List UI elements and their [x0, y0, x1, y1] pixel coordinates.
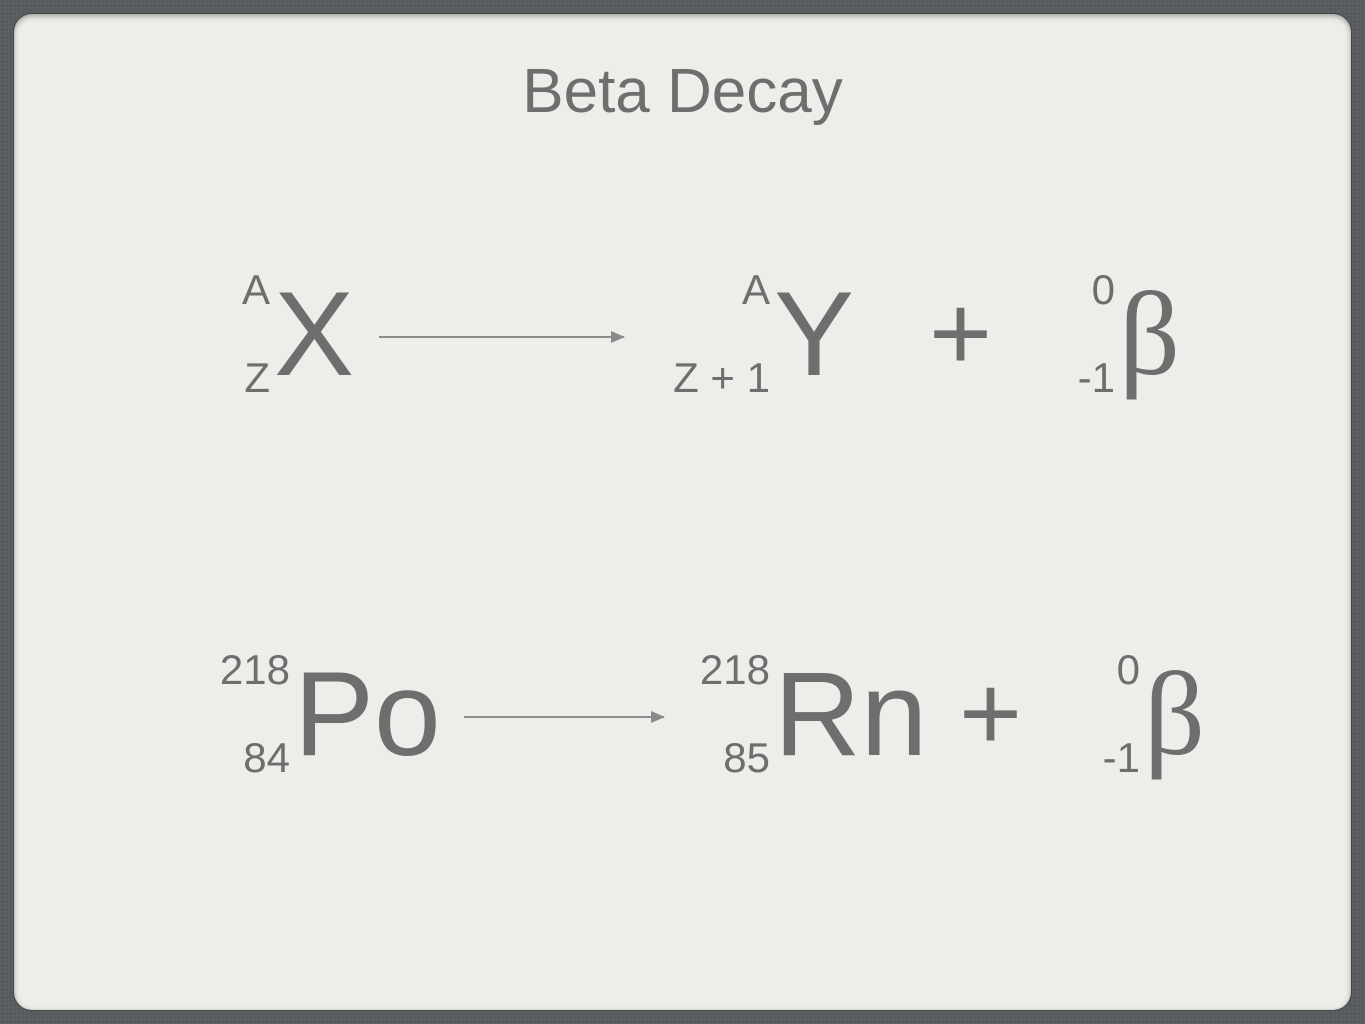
slide-card: Beta Decay A Z X A Z + 1 Y + 0 -1 β 218 …: [14, 14, 1351, 1010]
parent-atomic: 84: [243, 734, 294, 782]
daughter-symbol: Y: [774, 267, 854, 401]
plus-operator: +: [959, 659, 1022, 767]
parent-mass: A: [242, 266, 274, 314]
beta-particle: 0 -1 β: [1119, 274, 1180, 394]
daughter-mass: 218: [700, 646, 774, 694]
equation-general: A Z X A Z + 1 Y + 0 -1 β: [14, 274, 1351, 474]
parent-nuclide: A Z X: [274, 274, 354, 394]
beta-symbol: β: [1144, 647, 1205, 780]
beta-particle: 0 -1 β: [1144, 654, 1205, 774]
beta-mass: 0: [1117, 646, 1144, 694]
daughter-atomic: 85: [723, 734, 774, 782]
beta-mass: 0: [1092, 266, 1119, 314]
parent-symbol: Po: [294, 647, 441, 781]
beta-symbol: β: [1119, 267, 1180, 400]
parent-nuclide: 218 84 Po: [294, 654, 441, 774]
beta-atomic: -1: [1078, 354, 1119, 402]
arrow-icon: [464, 716, 664, 718]
parent-mass: 218: [220, 646, 294, 694]
parent-symbol: X: [274, 267, 354, 401]
parent-atomic: Z: [244, 354, 274, 402]
beta-atomic: -1: [1103, 734, 1144, 782]
daughter-nuclide: A Z + 1 Y: [774, 274, 854, 394]
slide-title: Beta Decay: [14, 56, 1351, 127]
daughter-mass: A: [742, 266, 774, 314]
plus-operator: +: [929, 279, 992, 387]
daughter-symbol: Rn: [774, 647, 927, 781]
equation-example: 218 84 Po 218 85 Rn + 0 -1 β: [14, 654, 1351, 854]
daughter-nuclide: 218 85 Rn: [774, 654, 927, 774]
daughter-atomic: Z + 1: [673, 354, 774, 402]
arrow-icon: [379, 336, 624, 338]
